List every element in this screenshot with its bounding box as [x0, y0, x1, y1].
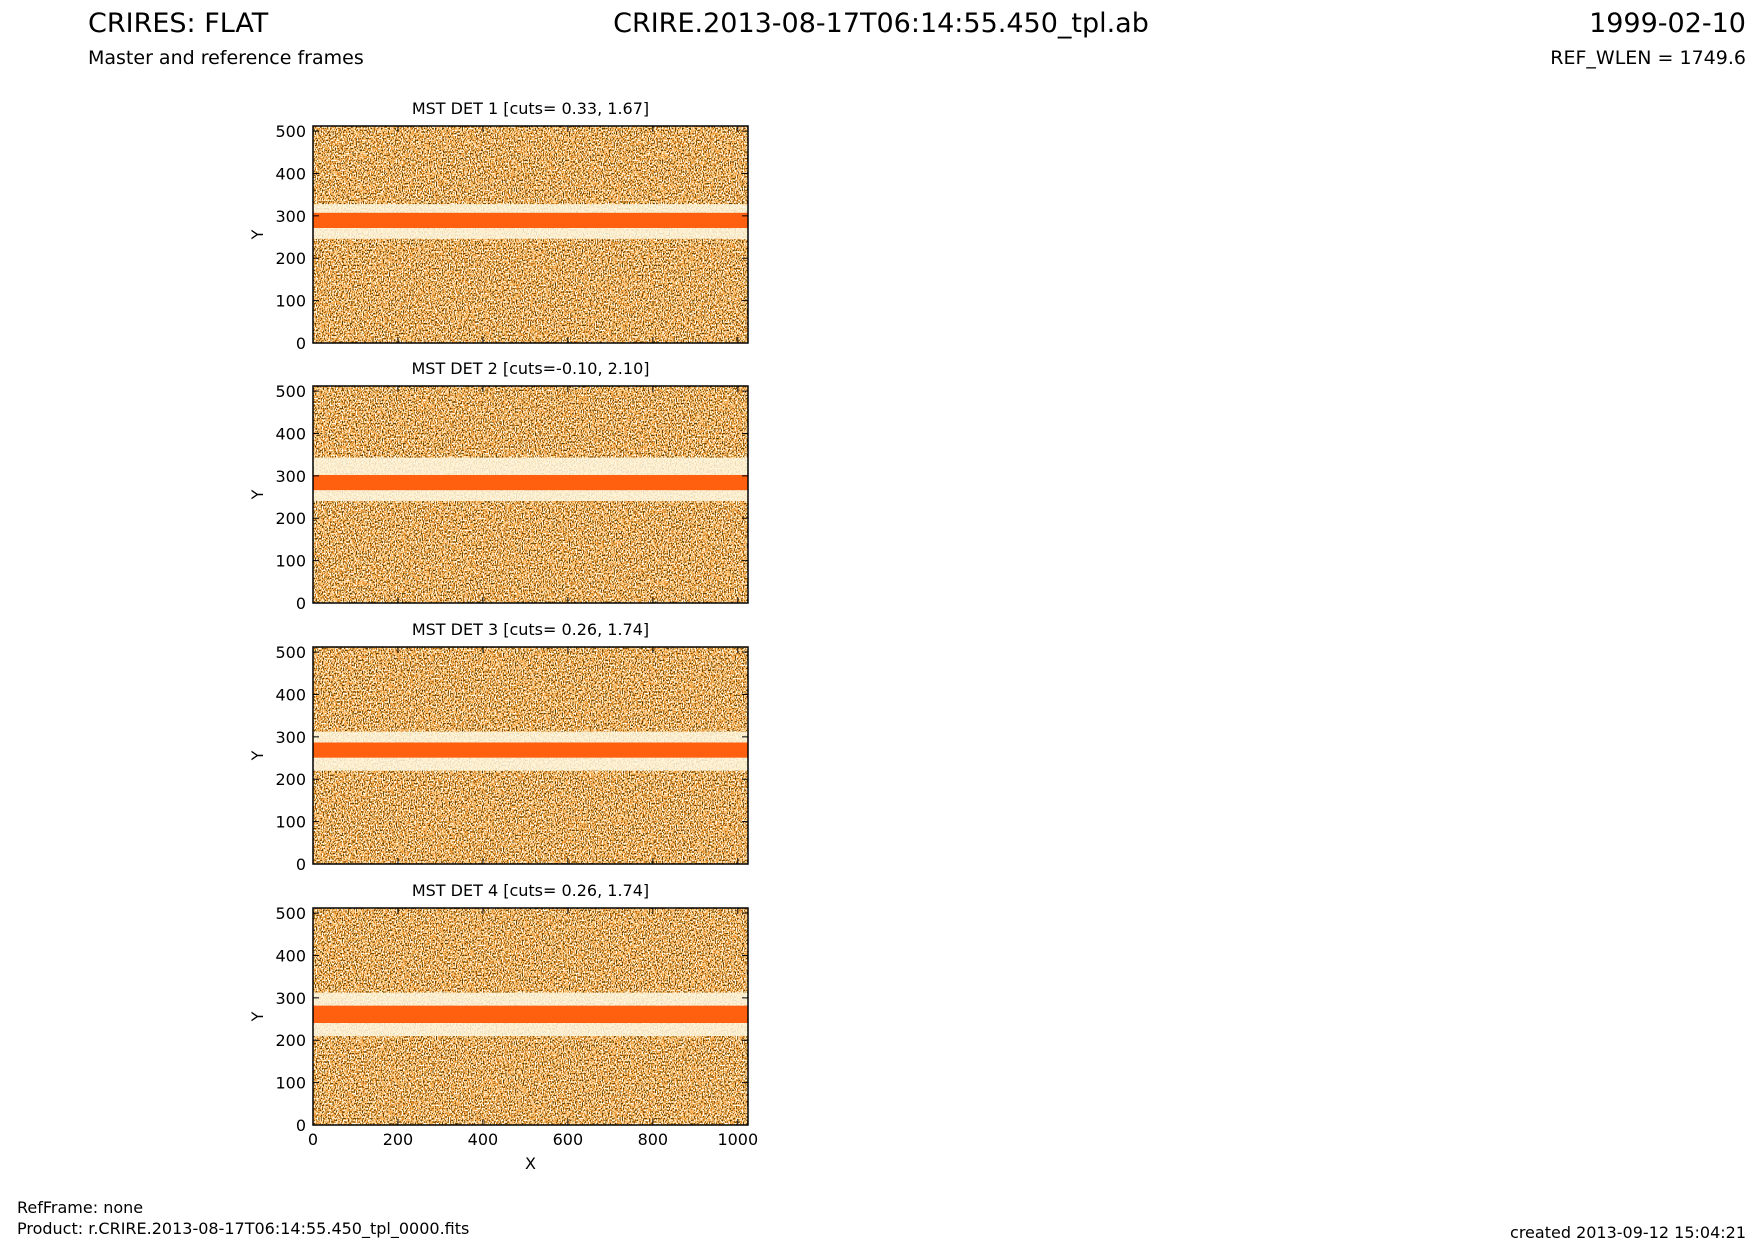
y-tick-label: 200 — [275, 249, 306, 268]
y-tick-label: 100 — [275, 813, 306, 832]
y-tick-label: 300 — [275, 467, 306, 486]
y-tick-label: 300 — [275, 728, 306, 747]
y-tick-label: 300 — [275, 989, 306, 1008]
footer-product: Product: r.CRIRE.2013-08-17T06:14:55.450… — [17, 1219, 469, 1239]
header-title: CRIRES: FLAT — [88, 8, 269, 39]
y-tick-label: 400 — [275, 946, 306, 965]
x-tick-label: 800 — [638, 1130, 669, 1149]
y-tick-label: 0 — [296, 855, 306, 874]
footer-ref-frame: RefFrame: none — [17, 1198, 143, 1217]
y-tick-label: 300 — [275, 207, 306, 226]
header-ref-wlen: REF_WLEN = 1749.6 — [1550, 47, 1746, 69]
axes-frame — [312, 646, 749, 865]
axes-frame — [312, 385, 749, 604]
band — [313, 742, 748, 758]
y-tick-label: 200 — [275, 1031, 306, 1050]
header-file: CRIRE.2013-08-17T06:14:55.450_tpl.ab — [613, 8, 1149, 39]
axes-frame — [312, 907, 749, 1126]
y-axis-label: Y — [248, 1011, 267, 1022]
y-axis-label: Y — [248, 750, 267, 761]
x-tick-label: 600 — [553, 1130, 584, 1149]
y-tick-label: 400 — [275, 685, 306, 704]
panel-title: MST DET 3 [cuts= 0.26, 1.74] — [412, 620, 649, 639]
x-axis-label: X — [525, 1154, 536, 1173]
panel-title: MST DET 4 [cuts= 0.26, 1.74] — [412, 881, 649, 900]
band — [313, 1005, 748, 1024]
x-tick-label: 1000 — [717, 1130, 758, 1149]
x-tick-label: 200 — [383, 1130, 414, 1149]
header-subtitle: Master and reference frames — [88, 47, 364, 69]
y-axis-label: Y — [248, 489, 267, 500]
y-tick-label: 400 — [275, 164, 306, 183]
y-tick-label: 500 — [275, 382, 306, 401]
y-tick-label: 400 — [275, 424, 306, 443]
y-tick-label: 0 — [296, 594, 306, 613]
y-tick-label: 200 — [275, 509, 306, 528]
y-tick-label: 100 — [275, 1074, 306, 1093]
footer-created: created 2013-09-12 15:04:21 — [1510, 1223, 1746, 1242]
y-tick-label: 100 — [275, 292, 306, 311]
y-tick-label: 500 — [275, 904, 306, 923]
panel-title: MST DET 1 [cuts= 0.33, 1.67] — [412, 99, 649, 118]
x-tick-label: 400 — [468, 1130, 499, 1149]
y-tick-label: 500 — [275, 122, 306, 141]
panel-title: MST DET 2 [cuts=-0.10, 2.10] — [411, 359, 649, 378]
band — [313, 474, 748, 491]
header-date: 1999-02-10 — [1589, 8, 1746, 39]
y-tick-label: 100 — [275, 552, 306, 571]
y-tick-label: 0 — [296, 334, 306, 353]
y-tick-label: 200 — [275, 770, 306, 789]
y-tick-label: 0 — [296, 1116, 306, 1135]
x-tick-label: 0 — [308, 1130, 318, 1149]
y-tick-label: 500 — [275, 643, 306, 662]
axes-frame — [312, 125, 749, 344]
band — [313, 212, 748, 228]
y-axis-label: Y — [248, 229, 267, 240]
